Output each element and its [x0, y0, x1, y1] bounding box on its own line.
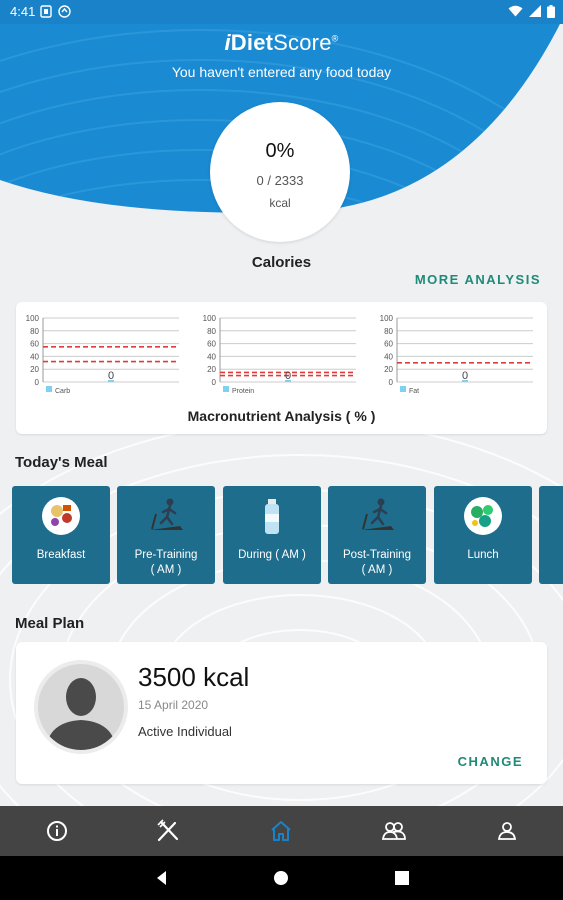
macronutrient-title: Macronutrient Analysis ( % ): [187, 408, 376, 424]
y-tick-label: 20: [30, 365, 39, 374]
legend-swatch: [400, 386, 406, 392]
y-tick-label: 80: [384, 327, 393, 336]
y-tick-label: 100: [380, 314, 394, 323]
y-tick-label: 60: [30, 340, 39, 349]
meal-plan-title: Meal Plan: [15, 615, 85, 632]
avatar: [34, 660, 128, 754]
plan-type: Active Individual: [138, 724, 232, 739]
meal-plan-card[interactable]: 3500 kcal 15 April 2020 Active Individua…: [16, 642, 547, 784]
plan-date: 15 April 2020: [138, 698, 209, 712]
calorie-fraction: 0 / 2333: [256, 173, 304, 188]
value-label: 0: [285, 370, 291, 382]
y-tick-label: 80: [207, 327, 216, 336]
y-tick-label: 80: [30, 327, 39, 336]
meal-tile-lunch[interactable]: Lunch: [434, 486, 532, 584]
header-subtitle: You haven't entered any food today: [171, 64, 392, 80]
legend-swatch: [223, 386, 229, 392]
treadmill-icon: [150, 498, 183, 530]
macronutrient-card[interactable]: 100 80 60 40 20 0 0 Carb 100 80 60 40 20 0 0 Protein 100…: [16, 302, 547, 434]
status-notification-icons: [40, 5, 71, 18]
lunch-bowl-icon: [464, 497, 502, 535]
y-tick-label: 0: [35, 378, 40, 387]
back-icon[interactable]: [154, 870, 170, 886]
more-analysis-button[interactable]: MORE ANALYSIS: [414, 272, 541, 287]
calories-title: Calories: [251, 254, 312, 271]
status-system-icons: [508, 5, 555, 18]
recents-icon[interactable]: [394, 870, 410, 886]
meal-tile-pre-training[interactable]: Pre-Training( AM ): [117, 486, 215, 584]
sync-icon: [58, 5, 71, 18]
y-tick-label: 100: [203, 314, 217, 323]
y-tick-label: 40: [30, 352, 39, 361]
value-label: 0: [462, 370, 468, 382]
y-tick-label: 20: [384, 365, 393, 374]
y-tick-label: 0: [212, 378, 217, 387]
value-bar: [108, 380, 114, 382]
breakfast-plate-icon: [42, 497, 80, 535]
meal-tile-during[interactable]: During ( AM ): [223, 486, 321, 584]
battery-icon: [547, 5, 555, 18]
calorie-percent: 0%: [265, 140, 295, 162]
y-tick-label: 60: [384, 340, 393, 349]
y-tick-label: 60: [207, 340, 216, 349]
value-bar: [285, 380, 291, 382]
y-tick-label: 40: [207, 352, 216, 361]
app-logo: iDietScore®: [224, 30, 339, 55]
utensils-icon[interactable]: [155, 818, 181, 844]
todays-meal-title: Today's Meal: [15, 454, 108, 471]
meal-tile-post-training[interactable]: Post-Training( AM ): [328, 486, 426, 584]
home-icon[interactable]: [268, 818, 294, 844]
legend-label: Fat: [409, 388, 419, 395]
system-navigation-bar: [0, 856, 563, 900]
plan-calories: 3500 kcal: [138, 662, 250, 692]
treadmill-icon: [361, 498, 394, 530]
status-time: 4:41: [10, 4, 36, 19]
meal-carousel[interactable]: Breakfast Pre-Training( AM ) During ( AM…: [12, 486, 563, 584]
y-tick-label: 100: [26, 314, 40, 323]
calorie-progress-circle[interactable]: 0% 0 / 2333 kcal: [210, 102, 350, 242]
meal-tile-breakfast[interactable]: Breakfast: [12, 486, 110, 584]
person-icon: [46, 678, 116, 750]
cell-signal-icon: [529, 5, 541, 17]
legend-label: Carb: [55, 388, 70, 395]
wifi-icon: [508, 5, 523, 17]
bottom-navigation: [0, 806, 563, 856]
y-tick-label: 0: [389, 378, 394, 387]
water-bottle-icon: [265, 499, 279, 534]
home-circle-icon[interactable]: [273, 870, 289, 886]
status-bar: 4:41: [0, 0, 563, 24]
info-icon[interactable]: [44, 818, 70, 844]
group-icon[interactable]: [381, 818, 407, 844]
value-bar: [462, 380, 468, 382]
calorie-unit: kcal: [269, 196, 291, 210]
y-tick-label: 40: [384, 352, 393, 361]
sim-icon: [40, 5, 52, 18]
change-plan-button[interactable]: CHANGE: [457, 754, 523, 769]
legend-swatch: [46, 386, 52, 392]
legend-label: Protein: [232, 388, 254, 395]
value-label: 0: [108, 370, 114, 382]
profile-icon[interactable]: [494, 818, 520, 844]
macronutrient-charts: 100 80 60 40 20 0 0 Carb 100 80 60 40 20 0 0 Protein 100…: [26, 314, 533, 395]
y-tick-label: 20: [207, 365, 216, 374]
meal-tile-next[interactable]: P: [539, 486, 563, 584]
